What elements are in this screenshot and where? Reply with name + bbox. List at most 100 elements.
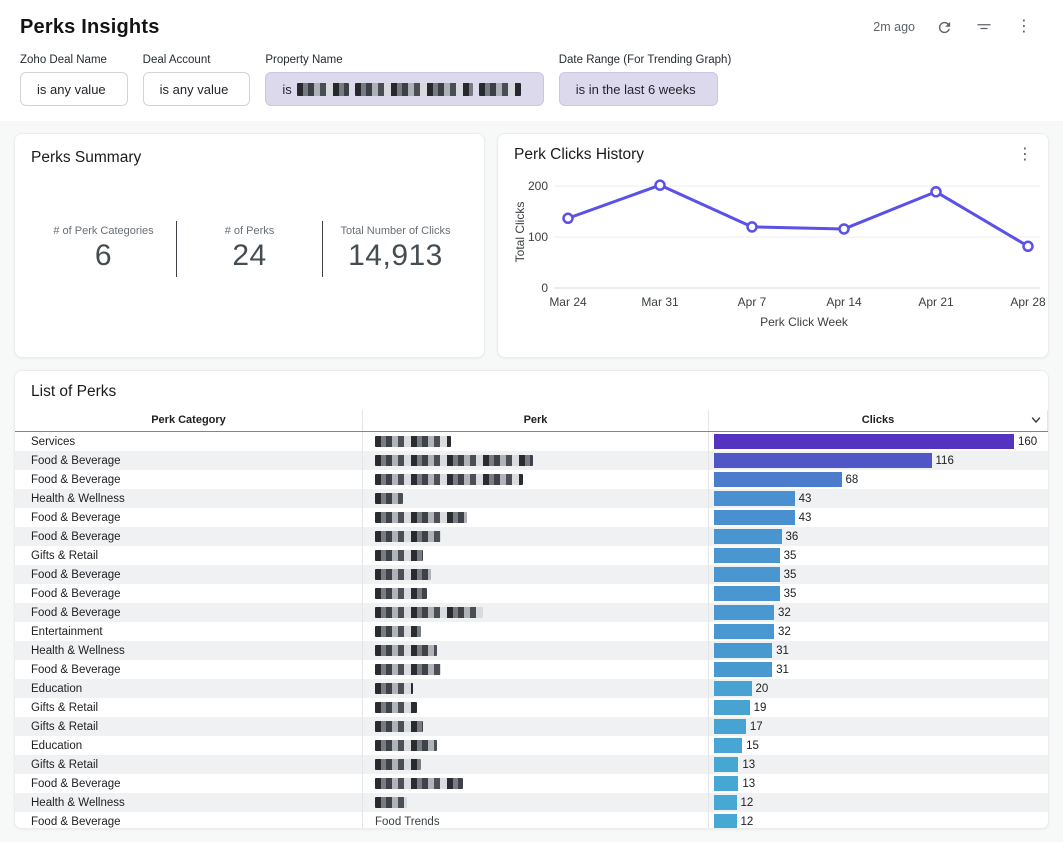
x-tick-label: Mar 24 bbox=[549, 295, 587, 309]
clicks-bar[interactable] bbox=[714, 738, 743, 753]
column-header-clicks[interactable]: Clicks bbox=[709, 410, 1048, 431]
table-row[interactable]: Gifts & Retail 35 bbox=[15, 546, 1048, 565]
redacted-text-block bbox=[375, 626, 421, 637]
perk-cell bbox=[363, 584, 709, 603]
table-row[interactable]: Education 15 bbox=[15, 736, 1048, 755]
clicks-bar[interactable] bbox=[714, 662, 773, 677]
y-axis-label: Total Clicks bbox=[513, 202, 527, 263]
perk-clicks-history-card: Perk Clicks History ⋮ 0 100 200 Mar 24 Mar 3… bbox=[497, 133, 1049, 358]
redacted-text-block bbox=[375, 512, 467, 523]
y-tick-label: 0 bbox=[541, 281, 548, 295]
table-row[interactable]: Food & Beverage 43 bbox=[15, 508, 1048, 527]
clicks-bar[interactable] bbox=[714, 586, 780, 601]
chart-point[interactable] bbox=[562, 212, 574, 225]
clicks-bar[interactable] bbox=[714, 453, 932, 468]
clicks-bar[interactable] bbox=[714, 567, 780, 582]
refresh-icon[interactable] bbox=[933, 16, 955, 38]
table-row[interactable]: Health & Wellness 12 bbox=[15, 793, 1048, 812]
filter-value: is any value bbox=[37, 81, 106, 97]
redacted-text-block bbox=[375, 702, 417, 713]
kebab-menu-icon[interactable]: ⋮ bbox=[1016, 18, 1032, 35]
clicks-cell: 32 bbox=[709, 622, 1048, 641]
perk-cell bbox=[363, 793, 709, 812]
clicks-bar[interactable] bbox=[714, 510, 795, 525]
perk-cell bbox=[363, 603, 709, 622]
chevron-down-icon[interactable] bbox=[1030, 413, 1042, 431]
clicks-value: 32 bbox=[778, 625, 791, 638]
chart-point[interactable] bbox=[746, 221, 758, 233]
clicks-bar[interactable] bbox=[714, 624, 774, 639]
clicks-bar[interactable] bbox=[714, 814, 737, 828]
clicks-bar[interactable] bbox=[714, 700, 750, 715]
table-row[interactable]: Food & Beverage 68 bbox=[15, 470, 1048, 489]
clicks-cell: 35 bbox=[709, 546, 1048, 565]
clicks-bar[interactable] bbox=[714, 643, 773, 658]
clicks-bar[interactable] bbox=[714, 605, 774, 620]
redacted-text-block bbox=[375, 778, 463, 789]
clicks-bar[interactable] bbox=[714, 776, 739, 791]
clicks-bar[interactable] bbox=[714, 719, 746, 734]
clicks-value: 36 bbox=[785, 530, 799, 543]
table-row[interactable]: Services 160 bbox=[15, 432, 1048, 451]
table-row[interactable]: Gifts & Retail 19 bbox=[15, 698, 1048, 717]
clicks-bar[interactable] bbox=[714, 681, 752, 696]
table-row[interactable]: Food & Beverage 32 bbox=[15, 603, 1048, 622]
filter-chip[interactable]: is bbox=[265, 72, 544, 106]
table-row[interactable]: Food & Beverage Food Trends 12 bbox=[15, 812, 1048, 828]
chart-point[interactable] bbox=[930, 186, 942, 198]
kebab-menu-icon[interactable]: ⋮ bbox=[1017, 146, 1033, 163]
perk-cell bbox=[363, 641, 709, 660]
perk-cell bbox=[363, 622, 709, 641]
clicks-bar[interactable] bbox=[714, 548, 780, 563]
table-header: Perk Category Perk Clicks bbox=[15, 410, 1048, 432]
clicks-bar[interactable] bbox=[714, 795, 737, 810]
chart-point[interactable] bbox=[1022, 240, 1034, 253]
filter-chip[interactable]: is in the last 6 weeks bbox=[558, 72, 718, 106]
clicks-cell: 13 bbox=[709, 774, 1048, 793]
table-row[interactable]: Food & Beverage 13 bbox=[15, 774, 1048, 793]
clicks-cell: 20 bbox=[709, 679, 1048, 698]
clicks-value: 43 bbox=[798, 511, 812, 524]
clicks-bar[interactable] bbox=[714, 434, 1014, 449]
clicks-bar[interactable] bbox=[714, 529, 782, 544]
clicks-cell: 17 bbox=[709, 717, 1048, 736]
redacted-text-block bbox=[354, 82, 473, 96]
chart-point[interactable] bbox=[838, 223, 850, 235]
total-clicks-line bbox=[567, 183, 1029, 248]
kpi-row: # of Perk Categories 6 # of Perks 24 Tot… bbox=[31, 221, 468, 277]
table-row[interactable]: Food & Beverage 116 bbox=[15, 451, 1048, 470]
perk-category-cell: Health & Wellness bbox=[15, 793, 363, 812]
column-header-perk-category[interactable]: Perk Category bbox=[15, 410, 363, 431]
table-row[interactable]: Education 20 bbox=[15, 679, 1048, 698]
table-row[interactable]: Gifts & Retail 17 bbox=[15, 717, 1048, 736]
table-row[interactable]: Health & Wellness 31 bbox=[15, 641, 1048, 660]
perk-category-cell: Gifts & Retail bbox=[15, 717, 363, 736]
chart-point[interactable] bbox=[654, 179, 666, 191]
filter-chip[interactable]: is any value bbox=[20, 72, 128, 106]
clicks-cell: 160 bbox=[709, 432, 1048, 451]
clicks-cell: 43 bbox=[709, 508, 1048, 527]
perk-cell bbox=[363, 546, 709, 565]
clicks-cell: 31 bbox=[709, 660, 1048, 679]
table-row[interactable]: Food & Beverage 35 bbox=[15, 565, 1048, 584]
perk-category-cell: Food & Beverage bbox=[15, 603, 363, 622]
dashboard-content: Perks Summary # of Perk Categories 6 # o… bbox=[0, 121, 1063, 841]
table-row[interactable]: Gifts & Retail 13 bbox=[15, 755, 1048, 774]
clicks-bar[interactable] bbox=[714, 491, 795, 506]
table-row[interactable]: Food & Beverage 35 bbox=[15, 584, 1048, 603]
filter-chip[interactable]: is any value bbox=[142, 72, 251, 106]
x-tick-label: Apr 28 bbox=[1010, 295, 1046, 309]
column-header-perk[interactable]: Perk bbox=[363, 410, 709, 431]
clicks-bar[interactable] bbox=[714, 757, 739, 772]
filter-icon[interactable] bbox=[973, 16, 995, 38]
redacted-text-block bbox=[375, 721, 423, 732]
clicks-value: 32 bbox=[778, 606, 791, 619]
redacted-text-block bbox=[375, 550, 423, 561]
table-row[interactable]: Food & Beverage 36 bbox=[15, 527, 1048, 546]
redacted-text-block bbox=[375, 645, 437, 656]
table-row[interactable]: Health & Wellness 43 bbox=[15, 489, 1048, 508]
table-row[interactable]: Food & Beverage 31 bbox=[15, 660, 1048, 679]
clicks-bar[interactable] bbox=[714, 472, 842, 487]
table-row[interactable]: Entertainment 32 bbox=[15, 622, 1048, 641]
clicks-value: 19 bbox=[753, 701, 767, 714]
